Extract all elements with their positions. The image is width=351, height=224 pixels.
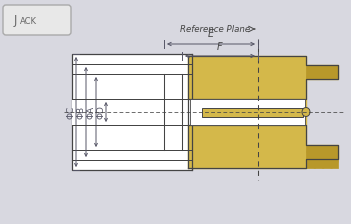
Polygon shape — [188, 112, 338, 168]
Bar — [72, 54, 192, 170]
Bar — [202, 108, 303, 116]
Text: ACK: ACK — [20, 17, 37, 26]
Text: F: F — [217, 42, 223, 52]
Bar — [190, 99, 305, 125]
FancyBboxPatch shape — [3, 5, 71, 35]
Text: ΦD: ΦD — [97, 105, 106, 119]
Ellipse shape — [302, 108, 310, 116]
Text: E: E — [208, 29, 214, 39]
Bar — [72, 99, 222, 125]
Text: J: J — [14, 13, 18, 26]
Text: ΦA: ΦA — [86, 106, 95, 118]
Text: Reference Plane: Reference Plane — [180, 24, 250, 34]
Bar — [306, 145, 338, 168]
Text: ΦB: ΦB — [77, 106, 86, 118]
Text: ΦC: ΦC — [66, 105, 75, 119]
Polygon shape — [188, 56, 338, 112]
Bar — [306, 65, 338, 79]
